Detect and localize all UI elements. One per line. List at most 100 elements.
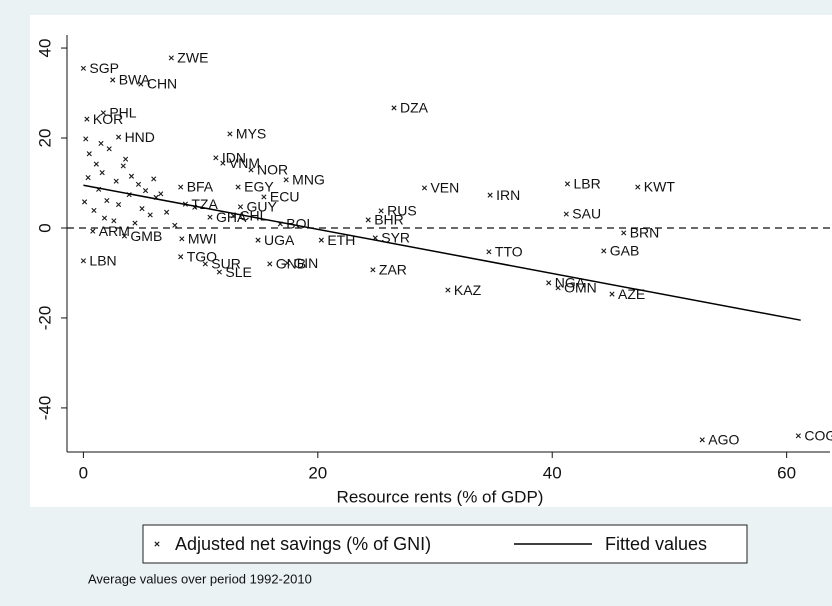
point bbox=[158, 191, 164, 197]
point-label: OMN bbox=[564, 280, 597, 296]
point bbox=[172, 222, 178, 228]
point bbox=[147, 212, 153, 218]
point bbox=[142, 188, 149, 194]
point bbox=[370, 267, 376, 273]
point bbox=[609, 291, 615, 297]
point bbox=[99, 170, 105, 176]
point bbox=[486, 249, 492, 255]
point bbox=[138, 81, 144, 87]
point-label: GHA bbox=[216, 209, 247, 225]
point bbox=[90, 228, 96, 234]
point-label: VNM bbox=[229, 155, 260, 171]
y-tick-label: 0 bbox=[35, 223, 54, 232]
point bbox=[546, 280, 552, 286]
point-label: GIN bbox=[293, 255, 318, 271]
point bbox=[100, 110, 106, 116]
point-label: SUR bbox=[211, 256, 241, 272]
y-tick-label: -20 bbox=[35, 306, 54, 331]
point-label: RUS bbox=[387, 203, 417, 219]
point-label: MWI bbox=[188, 230, 217, 246]
point bbox=[283, 177, 289, 183]
point bbox=[80, 65, 86, 71]
point bbox=[168, 55, 174, 61]
point-label: TGO bbox=[187, 248, 217, 264]
point bbox=[487, 192, 493, 198]
point-label: GMB bbox=[130, 228, 162, 244]
point bbox=[564, 181, 571, 187]
point bbox=[284, 260, 290, 266]
point bbox=[445, 287, 451, 293]
point bbox=[207, 214, 213, 220]
legend-label: Fitted values bbox=[605, 534, 707, 554]
fitted-line bbox=[83, 184, 801, 321]
point-label: TTO bbox=[495, 244, 523, 260]
point bbox=[261, 194, 267, 200]
point-label: GUY bbox=[246, 199, 277, 215]
point-label: BFA bbox=[187, 179, 214, 195]
point-label: BWA bbox=[119, 72, 151, 88]
point-label: CHN bbox=[147, 76, 177, 92]
point bbox=[84, 116, 90, 122]
note: Average values over period 1992-2010 bbox=[88, 571, 312, 586]
y-tick-label: -40 bbox=[35, 396, 54, 421]
point bbox=[104, 197, 110, 204]
point-label: ARM bbox=[99, 223, 130, 239]
point bbox=[85, 175, 91, 181]
point-label: COG bbox=[804, 428, 832, 444]
point bbox=[248, 167, 254, 173]
legend-box bbox=[142, 524, 748, 564]
point bbox=[178, 254, 184, 260]
point bbox=[601, 248, 607, 254]
point bbox=[151, 176, 157, 182]
point-label: SYR bbox=[381, 230, 410, 246]
point bbox=[378, 208, 384, 214]
point-label: IRN bbox=[496, 187, 520, 203]
point-label: ECU bbox=[270, 189, 300, 205]
y-tick-label: 40 bbox=[35, 39, 54, 58]
point bbox=[255, 237, 261, 243]
point-label: KAZ bbox=[454, 282, 482, 298]
point-label: KWT bbox=[644, 179, 676, 195]
point bbox=[213, 155, 219, 161]
point bbox=[132, 220, 138, 226]
point-label: GNB bbox=[276, 256, 306, 272]
point bbox=[111, 218, 117, 224]
point bbox=[123, 156, 129, 162]
point bbox=[179, 236, 185, 242]
point bbox=[83, 136, 89, 142]
point-label: PHL bbox=[109, 105, 136, 121]
point bbox=[365, 217, 371, 223]
point bbox=[115, 202, 122, 208]
point bbox=[202, 261, 208, 267]
point bbox=[121, 233, 128, 239]
point bbox=[621, 230, 627, 236]
point bbox=[80, 258, 86, 264]
point bbox=[635, 184, 641, 190]
point bbox=[106, 146, 112, 152]
point bbox=[318, 237, 324, 243]
point-label: HND bbox=[125, 129, 155, 145]
point bbox=[391, 105, 397, 111]
point-label: SGP bbox=[89, 60, 119, 76]
point bbox=[115, 134, 122, 140]
point-label: ZAR bbox=[379, 262, 407, 278]
point-label: MNG bbox=[292, 172, 325, 188]
point-label: AGO bbox=[708, 432, 739, 448]
x-axis-label: Resource rents (% of GDP) bbox=[337, 487, 544, 506]
point bbox=[113, 178, 119, 184]
legend-label: Adjusted net savings (% of GNI) bbox=[175, 534, 431, 554]
point bbox=[98, 140, 104, 146]
point-label: LBN bbox=[89, 253, 116, 269]
point-label: SLE bbox=[225, 264, 251, 280]
point bbox=[93, 161, 99, 167]
point-label: EGY bbox=[244, 179, 274, 195]
point bbox=[81, 199, 88, 205]
point-label: BHR bbox=[374, 212, 404, 228]
point-label: GAB bbox=[610, 243, 640, 259]
point-label: MYS bbox=[236, 126, 266, 142]
point bbox=[235, 184, 241, 190]
point-label: DZA bbox=[400, 100, 429, 116]
point bbox=[220, 160, 226, 166]
point bbox=[110, 77, 116, 83]
